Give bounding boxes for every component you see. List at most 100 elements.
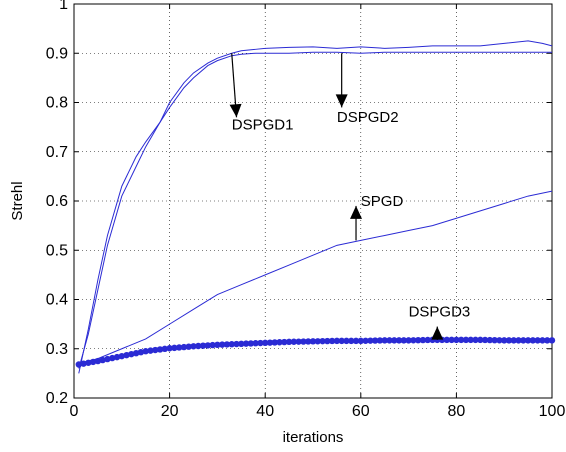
y-tick-label: 0.7 [46, 144, 68, 161]
data-point-dspgd3 [132, 349, 140, 357]
x-tick-label: 80 [448, 403, 466, 420]
data-point-dspgd3 [238, 340, 245, 348]
data-point-dspgd3 [486, 336, 494, 344]
data-point-dspgd3 [285, 338, 293, 346]
x-tick-label: 0 [70, 403, 79, 420]
data-point-dspgd3 [171, 344, 178, 352]
data-point-dspgd3 [109, 354, 116, 362]
data-point-dspgd3 [128, 350, 135, 358]
data-point-dspgd3 [405, 337, 412, 344]
data-point-dspgd3 [324, 337, 331, 345]
data-point-dspgd3 [395, 337, 403, 344]
data-point-dspgd3 [266, 339, 274, 346]
data-point-dspgd3 [247, 340, 255, 347]
data-point-dspgd3 [467, 336, 474, 344]
data-point-dspgd3 [156, 346, 164, 353]
data-point-dspgd3 [539, 337, 546, 344]
axis-ticks: 0 20 40 60 80 100 0.2 0.3 0.4 0.5 0.6 0.7 0.8 0.9 1 [46, 0, 566, 420]
data-point-dspgd3 [338, 337, 345, 345]
data-point-dspgd3 [80, 360, 87, 367]
data-point-dspgd3 [410, 337, 417, 344]
x-tick-label: 100 [539, 403, 566, 420]
data-point-dspgd3 [104, 355, 111, 363]
data-point-dspgd3 [166, 345, 173, 352]
annotation-label: DSPGD2 [337, 109, 399, 126]
data-point-dspgd3 [443, 336, 451, 344]
y-tick-label: 0.2 [46, 390, 68, 407]
data-point-dspgd3 [386, 337, 393, 344]
data-point-dspgd3 [448, 336, 455, 344]
annotation-arrowhead [335, 94, 348, 108]
data-point-dspgd3 [223, 341, 231, 348]
data-point-dspgd3 [367, 337, 374, 344]
data-point-dspgd3 [290, 338, 298, 345]
data-point-dspgd3 [262, 339, 269, 347]
annotations: DSPGD1 DSPGD2 SPGD DSPGD3 [229, 53, 471, 340]
data-point-dspgd3 [314, 338, 321, 345]
grid [74, 4, 552, 398]
data-point-dspgd3 [281, 338, 288, 346]
data-point-dspgd3 [147, 347, 154, 354]
annotation-arrowhead [229, 103, 242, 118]
data-point-dspgd3 [524, 337, 532, 344]
data-point-dspgd3 [142, 348, 149, 355]
y-tick-label: 0.3 [46, 341, 68, 358]
data-point-dspgd3 [453, 336, 460, 344]
annotation-label: SPGD [361, 193, 404, 210]
data-point-dspgd3 [295, 338, 302, 345]
data-point-dspgd3 [501, 337, 508, 344]
data-point-dspgd3 [534, 337, 541, 344]
data-point-dspgd3 [477, 336, 484, 344]
series-line-dspgd2 [78, 51, 552, 369]
data-point-dspgd3 [300, 338, 307, 345]
data-point-dspgd3 [481, 336, 489, 344]
data-point-dspgd3 [218, 341, 226, 348]
data-point-dspgd3 [199, 342, 207, 349]
data-point-dspgd3 [309, 338, 317, 345]
y-tick-label: 0.4 [46, 292, 68, 309]
data-point-dspgd3 [113, 353, 121, 361]
data-point-dspgd3 [228, 341, 235, 348]
data-point-dspgd3 [548, 337, 556, 344]
series-line-spgd [78, 190, 553, 365]
data-point-dspgd3 [123, 351, 130, 359]
data-point-dspgd3 [376, 337, 384, 344]
data-point-dspgd3 [195, 342, 202, 350]
data-point-dspgd3 [204, 342, 212, 349]
data-point-dspgd3 [391, 337, 398, 344]
data-point-dspgd3 [180, 343, 188, 351]
data-point-dspgd3 [152, 346, 159, 354]
x-axis-label: iterations [283, 429, 344, 446]
data-point-dspgd3 [424, 336, 431, 344]
data-point-dspgd3 [190, 343, 197, 350]
data-point-dspgd3 [414, 336, 422, 344]
data-point-dspgd3 [319, 337, 326, 345]
y-tick-label: 0.5 [46, 242, 68, 259]
data-point-dspgd3 [400, 337, 408, 344]
annotation-arrowhead [431, 326, 444, 340]
y-tick-label: 1 [59, 0, 68, 13]
data-point-dspgd3 [85, 359, 92, 366]
data-point-dspgd3 [175, 344, 183, 351]
data-point-dspgd3 [118, 352, 126, 360]
data-point-dspgd3 [419, 336, 427, 344]
data-point-dspgd3 [161, 345, 169, 353]
data-point-dspgd3 [491, 336, 498, 344]
data-point-dspgd3 [252, 340, 259, 347]
data-point-dspgd3 [214, 341, 221, 349]
data-point-dspgd3 [271, 339, 278, 346]
x-tick-label: 40 [256, 403, 274, 420]
series-group [75, 40, 556, 374]
data-point-dspgd3 [348, 337, 355, 345]
data-point-dspgd3 [510, 337, 517, 344]
data-point-dspgd3 [137, 348, 145, 356]
data-point-dspgd3 [333, 337, 341, 345]
data-point-dspgd3 [472, 336, 479, 344]
data-point-dspgd3 [242, 340, 250, 347]
data-point-dspgd3 [89, 358, 97, 366]
annotation-label: DSPGD3 [409, 304, 471, 321]
data-point-dspgd3 [257, 339, 264, 347]
data-point-dspgd3 [233, 340, 240, 348]
x-tick-label: 20 [161, 403, 179, 420]
